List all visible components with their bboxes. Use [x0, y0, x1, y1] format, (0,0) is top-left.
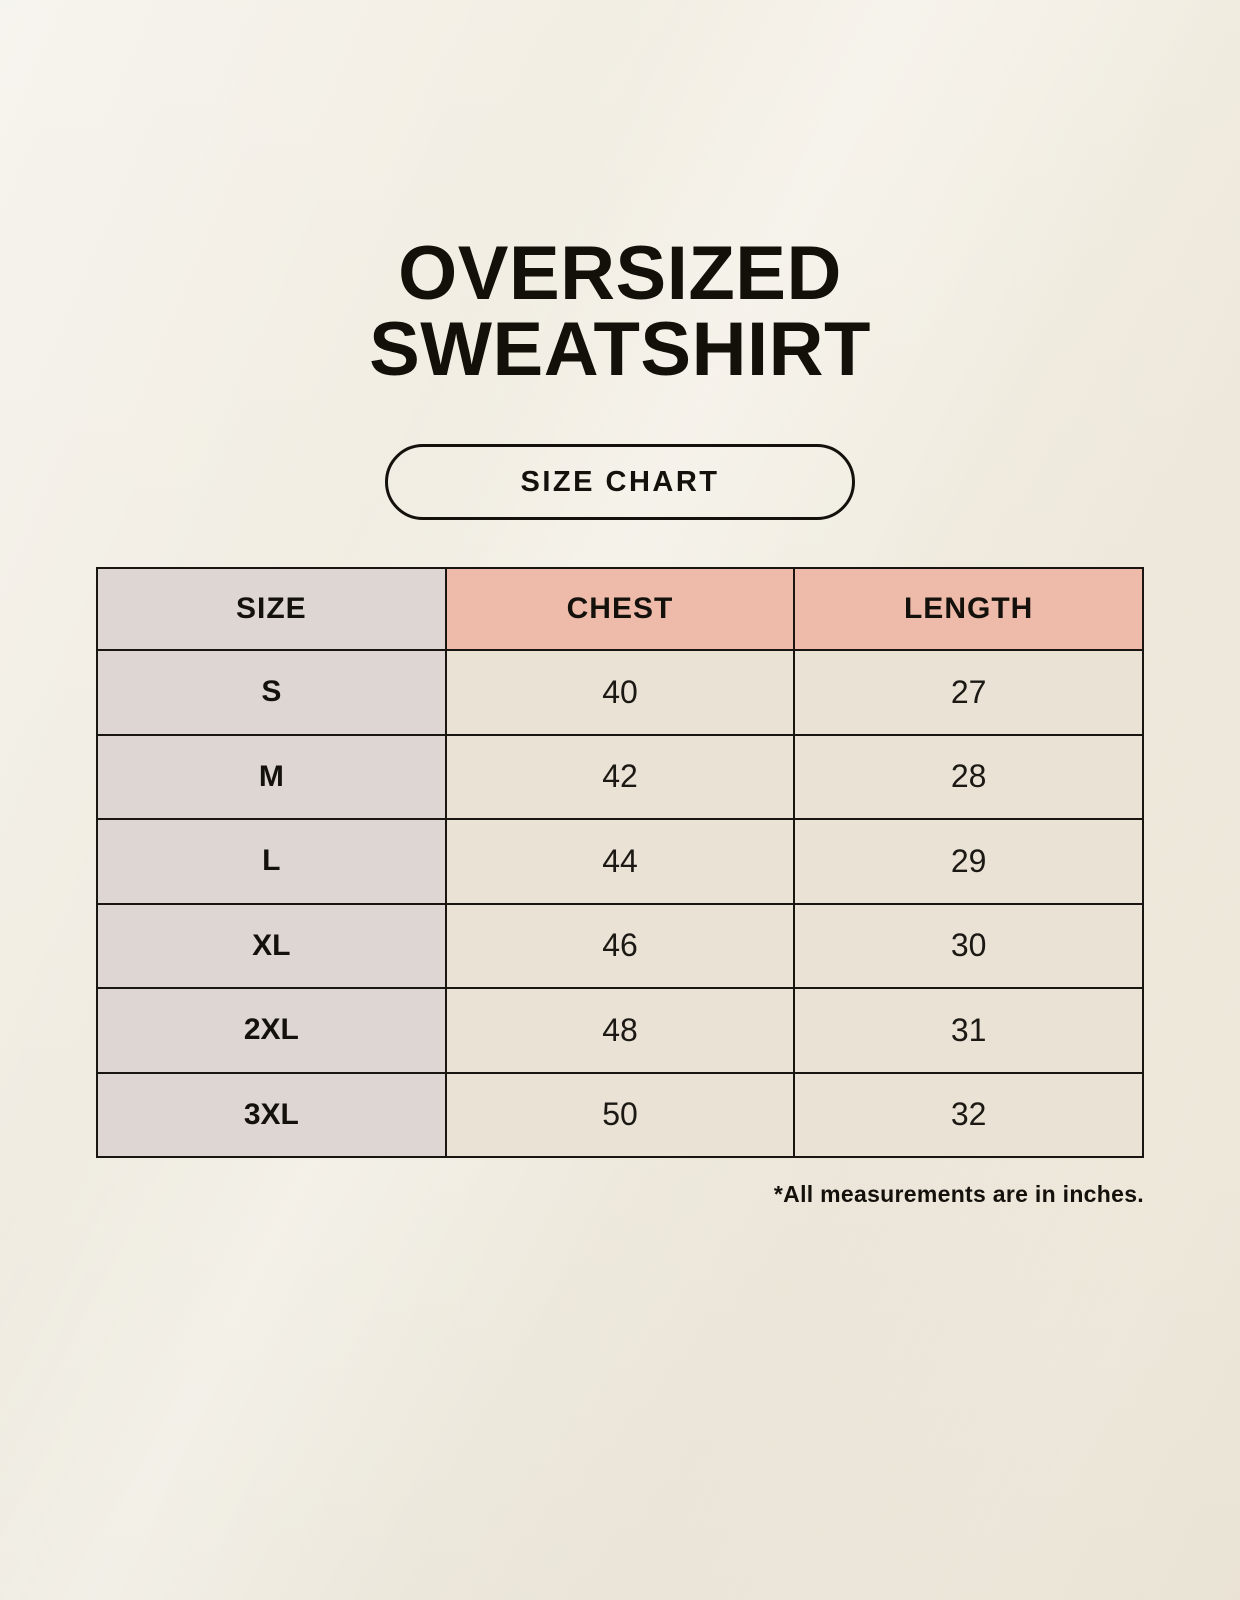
chest-cell: 40	[444, 649, 796, 736]
size-cell: 2XL	[96, 987, 447, 1074]
page-title: OVERSIZED SWEATSHIRT	[0, 236, 1240, 388]
measurements-footnote: *All measurements are in inches.	[773, 1181, 1144, 1207]
size-cell: 3XL	[96, 1071, 447, 1158]
table-row: 2XL 48 31	[96, 987, 1144, 1074]
size-cell: L	[96, 818, 447, 905]
column-header-size: SIZE	[96, 567, 447, 651]
chest-cell: 50	[444, 1071, 796, 1158]
length-cell: 31	[793, 987, 1144, 1074]
length-cell: 29	[793, 818, 1144, 905]
chest-cell: 46	[444, 902, 796, 989]
length-cell: 27	[793, 649, 1144, 736]
size-chart-badge-label: SIZE CHART	[520, 465, 720, 498]
column-header-length: LENGTH	[793, 567, 1144, 651]
size-cell: XL	[96, 902, 447, 989]
table-row: M 42 28	[96, 733, 1144, 820]
length-cell: 30	[793, 902, 1144, 989]
size-chart-table-container: SIZE CHEST LENGTH S 40 27 M 42 28 L	[96, 567, 1144, 1158]
chest-cell: 48	[444, 987, 796, 1074]
size-cell: M	[96, 733, 447, 820]
chest-cell: 44	[444, 818, 796, 905]
table-row: 3XL 50 32	[96, 1071, 1144, 1158]
table-row: XL 46 30	[96, 902, 1144, 989]
chest-cell: 42	[444, 733, 796, 820]
table-row: S 40 27	[96, 649, 1144, 736]
size-chart-badge: SIZE CHART	[385, 444, 855, 520]
table-row: L 44 29	[96, 818, 1144, 905]
header-row: SIZE CHEST LENGTH	[96, 567, 1144, 651]
size-cell: S	[96, 649, 447, 736]
page-title-line-2: SWEATSHIRT	[369, 307, 871, 392]
size-chart-table: SIZE CHEST LENGTH S 40 27 M 42 28 L	[96, 567, 1144, 1158]
length-cell: 28	[793, 733, 1144, 820]
length-cell: 32	[793, 1071, 1144, 1158]
column-header-chest: CHEST	[444, 567, 796, 651]
page-title-line-1: OVERSIZED	[398, 231, 842, 316]
